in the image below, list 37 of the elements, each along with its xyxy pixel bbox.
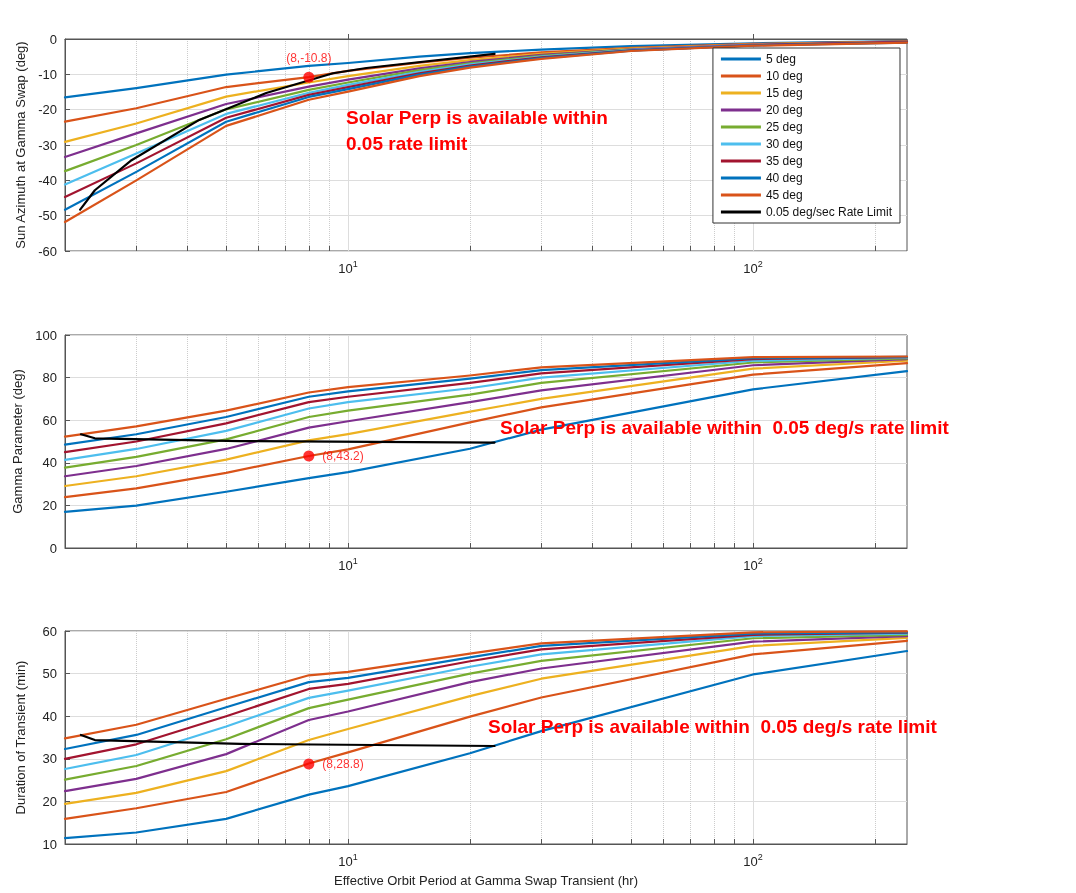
- y-tick-label: 40: [42, 455, 57, 471]
- y-tick-label: -20: [38, 102, 57, 118]
- y-tick-label: -60: [38, 243, 57, 259]
- legend-label: 20 deg: [765, 103, 803, 117]
- y-tick-label: 40: [42, 708, 57, 724]
- legend-label: 25 deg: [765, 120, 803, 134]
- y-tick-label: 50: [42, 666, 57, 682]
- legend-label: 10 deg: [765, 69, 803, 83]
- y-tick-label: -30: [38, 137, 57, 153]
- y-axis-title: Sun Azimuth at Gamma Swap (deg): [13, 41, 28, 249]
- y-tick-label: 100: [35, 327, 57, 343]
- y-tick-label: 20: [42, 497, 57, 513]
- y-tick-label: 30: [42, 751, 57, 767]
- legend-label: 40 deg: [765, 171, 803, 185]
- y-axis-title: Duration of Transient (min): [13, 660, 28, 815]
- y-tick-label: -40: [38, 172, 57, 188]
- y-tick-label: 80: [42, 370, 57, 386]
- data-label: (8,-10.8): [286, 50, 332, 65]
- legend-label: 45 deg: [765, 188, 803, 202]
- legend-label: 5 deg: [765, 52, 796, 66]
- y-tick-label: 10: [42, 836, 57, 852]
- data-label: (8,43.2): [322, 448, 364, 463]
- y-tick-label: 0: [49, 31, 57, 47]
- y-tick-label: 0: [49, 540, 57, 556]
- y-axis-title: Gamma Parameter (deg): [10, 369, 26, 514]
- data-label: (8,28.8): [322, 756, 364, 771]
- y-tick-label: -50: [38, 208, 57, 224]
- x-axis-title: Effective Orbit Period at Gamma Swap Transient (hr): [334, 873, 638, 888]
- y-tick-label: -10: [38, 66, 57, 82]
- legend-label: 15 deg: [765, 86, 803, 100]
- annotation: Solar Perp is available within 0.05 rate limit: [346, 106, 608, 154]
- legend-label: 35 deg: [765, 154, 803, 168]
- y-tick-label: 20: [42, 793, 57, 809]
- y-tick-label: 60: [42, 412, 57, 428]
- y-tick-label: 60: [42, 623, 57, 639]
- legend-label: 30 deg: [765, 137, 803, 151]
- legend-label: 0.05 deg/sec Rate Limit: [765, 205, 893, 219]
